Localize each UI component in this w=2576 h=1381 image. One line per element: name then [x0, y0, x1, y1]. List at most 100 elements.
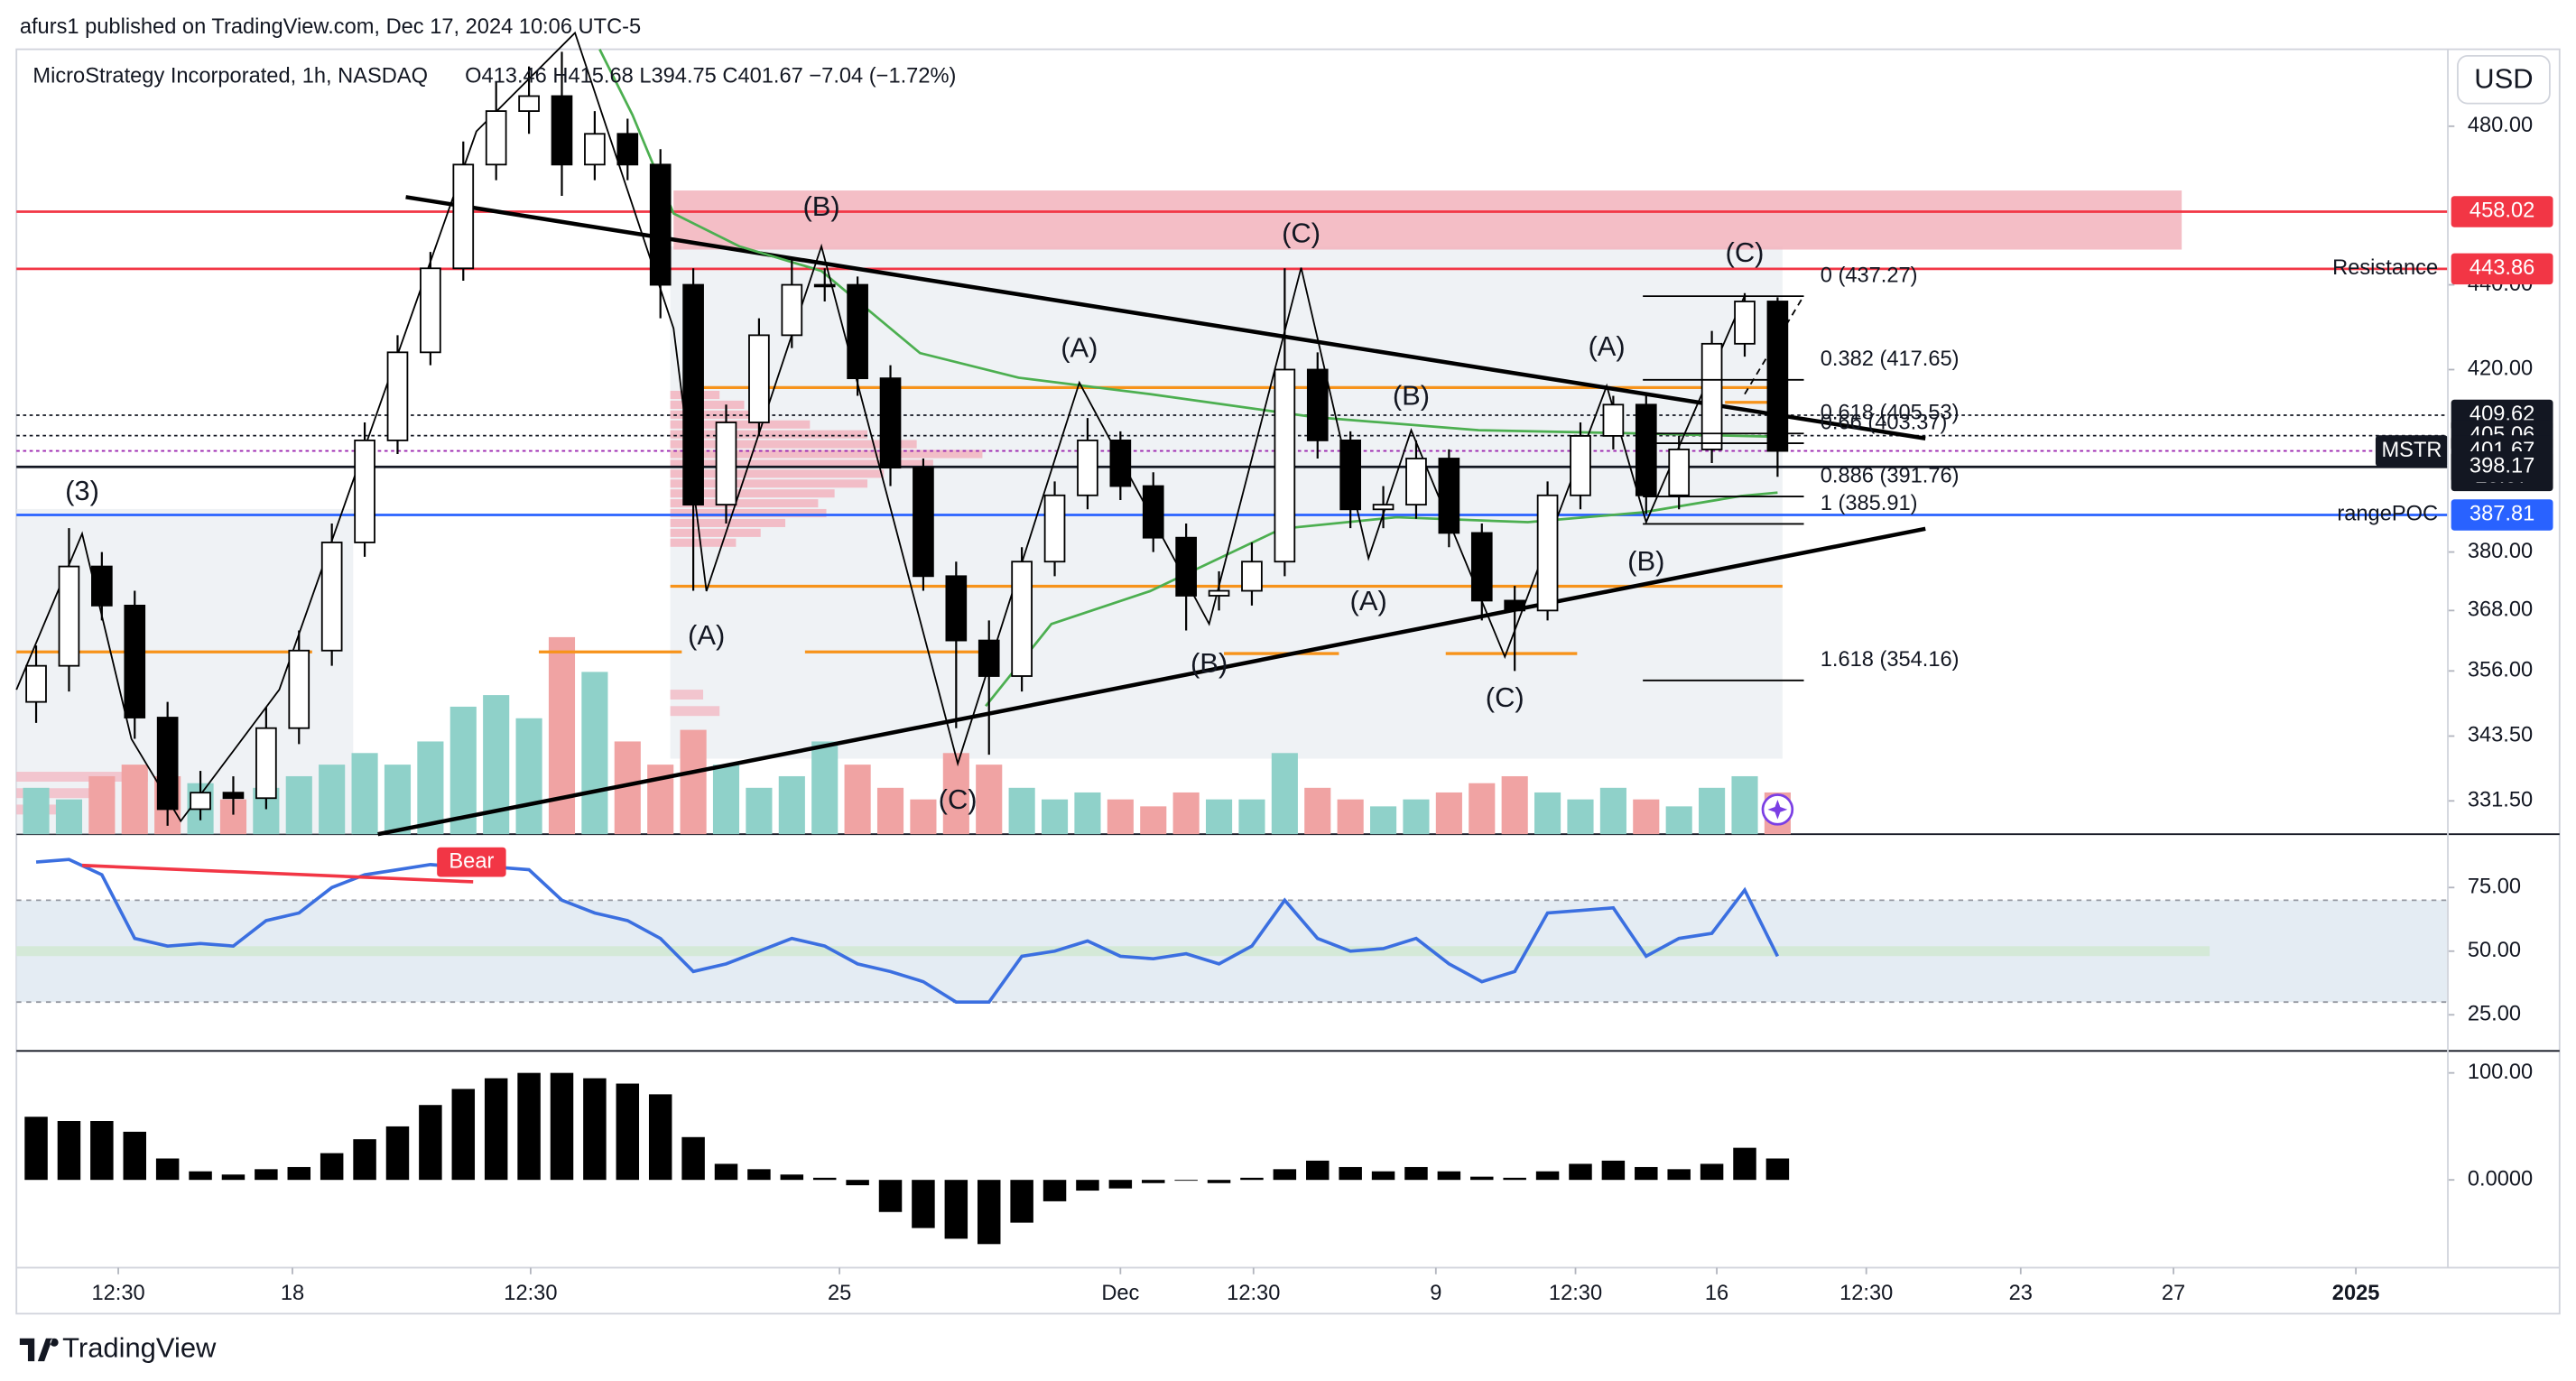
fib-label: 0.382 (417.65) [1821, 348, 1960, 371]
volume-bar [319, 765, 346, 835]
legend-symbol: MicroStrategy Incorporated, 1h, NASDAQ [32, 65, 428, 88]
volume-bar [548, 636, 576, 835]
x-tick-label: 23 [2009, 1282, 2033, 1305]
moving-average [985, 491, 1778, 708]
fib-label: 0.66 (403.37) [1821, 411, 1948, 434]
volume-bar [515, 718, 542, 835]
candle-body [1602, 403, 1625, 437]
x-tick-label: 2025 [2332, 1282, 2380, 1305]
x-tick-label: 12:30 [91, 1282, 144, 1305]
volume-profile-bar [670, 479, 868, 488]
histogram-bar [1765, 1158, 1790, 1181]
volume-bar [88, 775, 116, 835]
volume-bar [942, 753, 969, 835]
volume-bar [1665, 806, 1692, 835]
volume-bar [712, 765, 740, 835]
histogram-bar [385, 1126, 410, 1181]
volume-bar [23, 787, 50, 835]
wave-label: (C) [939, 783, 978, 815]
candle-body [1536, 494, 1559, 612]
candle-body [1109, 439, 1132, 487]
volume-bar [121, 765, 148, 835]
y-tick-label: 420.00 [2468, 357, 2533, 381]
volume-bar [1370, 806, 1397, 835]
candle-body [781, 283, 803, 337]
trendline [377, 526, 1926, 837]
candle-body [913, 467, 934, 578]
y-tick-label: 356.00 [2468, 659, 2533, 682]
histogram-bar [90, 1121, 114, 1181]
volume-bar [746, 787, 773, 835]
supply-zone [673, 190, 2182, 250]
wave-label: (3) [65, 475, 99, 506]
currency-label[interactable]: USD [2474, 62, 2533, 94]
volume-bar [811, 741, 839, 835]
histogram-bar [57, 1121, 81, 1181]
volume-bar [680, 729, 707, 835]
symbol-tag-label: MSTR [2381, 439, 2442, 462]
histogram-bar [977, 1180, 1001, 1245]
histogram-bar [1635, 1166, 1658, 1181]
candle-body [1043, 494, 1066, 563]
candle-body [1339, 439, 1361, 511]
candle-body [25, 664, 47, 703]
histogram-bar [878, 1180, 903, 1212]
volume-profile-bar [670, 690, 704, 700]
candle-body [945, 575, 968, 642]
histogram-bar [353, 1139, 376, 1181]
candle-body [386, 351, 409, 441]
candle-body [222, 792, 245, 800]
candle-body [124, 604, 146, 718]
volume-bar [417, 741, 444, 835]
price-marker [2451, 499, 2553, 531]
currency-button[interactable]: USD [2457, 54, 2551, 105]
histogram-bar [1601, 1160, 1626, 1181]
x-tick-label: 27 [2162, 1282, 2185, 1305]
candle-body [91, 565, 113, 607]
histogram-bar [812, 1177, 837, 1181]
price-marker [2451, 196, 2553, 227]
volume-profile-bar [670, 528, 761, 537]
candle-body [1635, 403, 1657, 496]
histogram-bar [1503, 1177, 1526, 1181]
candle-body [1241, 561, 1263, 592]
replay-icon-star [1767, 799, 1788, 820]
histogram-bar [780, 1174, 804, 1181]
price-line-label: rangePOC [2337, 503, 2438, 526]
volume-bar [1238, 799, 1265, 835]
candle-body [1734, 301, 1756, 345]
histogram-bar [419, 1105, 442, 1181]
candle-body [584, 133, 606, 166]
wave-label: (B) [1627, 545, 1664, 577]
x-tick-label: 18 [281, 1282, 304, 1305]
candle-body [452, 163, 475, 270]
x-tick-label: Dec [1101, 1282, 1139, 1305]
volume-bar [1304, 787, 1331, 835]
volume-profile-bar [670, 440, 917, 449]
volume-profile-bar [16, 772, 148, 782]
candle-body [1142, 485, 1164, 539]
volume-profile-bar [670, 430, 868, 439]
volume-profile-bar [670, 469, 885, 478]
volume-profile-bar [670, 450, 983, 459]
wave-label: (A) [688, 619, 725, 651]
candle-body [1438, 458, 1460, 534]
histogram-bar [1042, 1180, 1067, 1201]
histogram-bar [1142, 1180, 1165, 1183]
histogram-bar [747, 1169, 771, 1181]
candle-body [551, 95, 573, 166]
histogram-bar [189, 1171, 212, 1181]
price-marker-label: 443.86 [2469, 256, 2534, 280]
volume-bar [1403, 799, 1430, 835]
histogram-bar [1108, 1180, 1133, 1189]
currency-button-box[interactable] [2457, 54, 2551, 105]
candle-body [1570, 435, 1591, 496]
rsi-line [35, 857, 1780, 1004]
candle-body [1766, 301, 1789, 452]
y-tick-label: 480.00 [2468, 114, 2533, 137]
volume-profile-bar [670, 499, 819, 508]
volume-bar [1599, 787, 1626, 835]
volume-bar [1140, 806, 1167, 835]
volume-bar [1731, 775, 1758, 835]
